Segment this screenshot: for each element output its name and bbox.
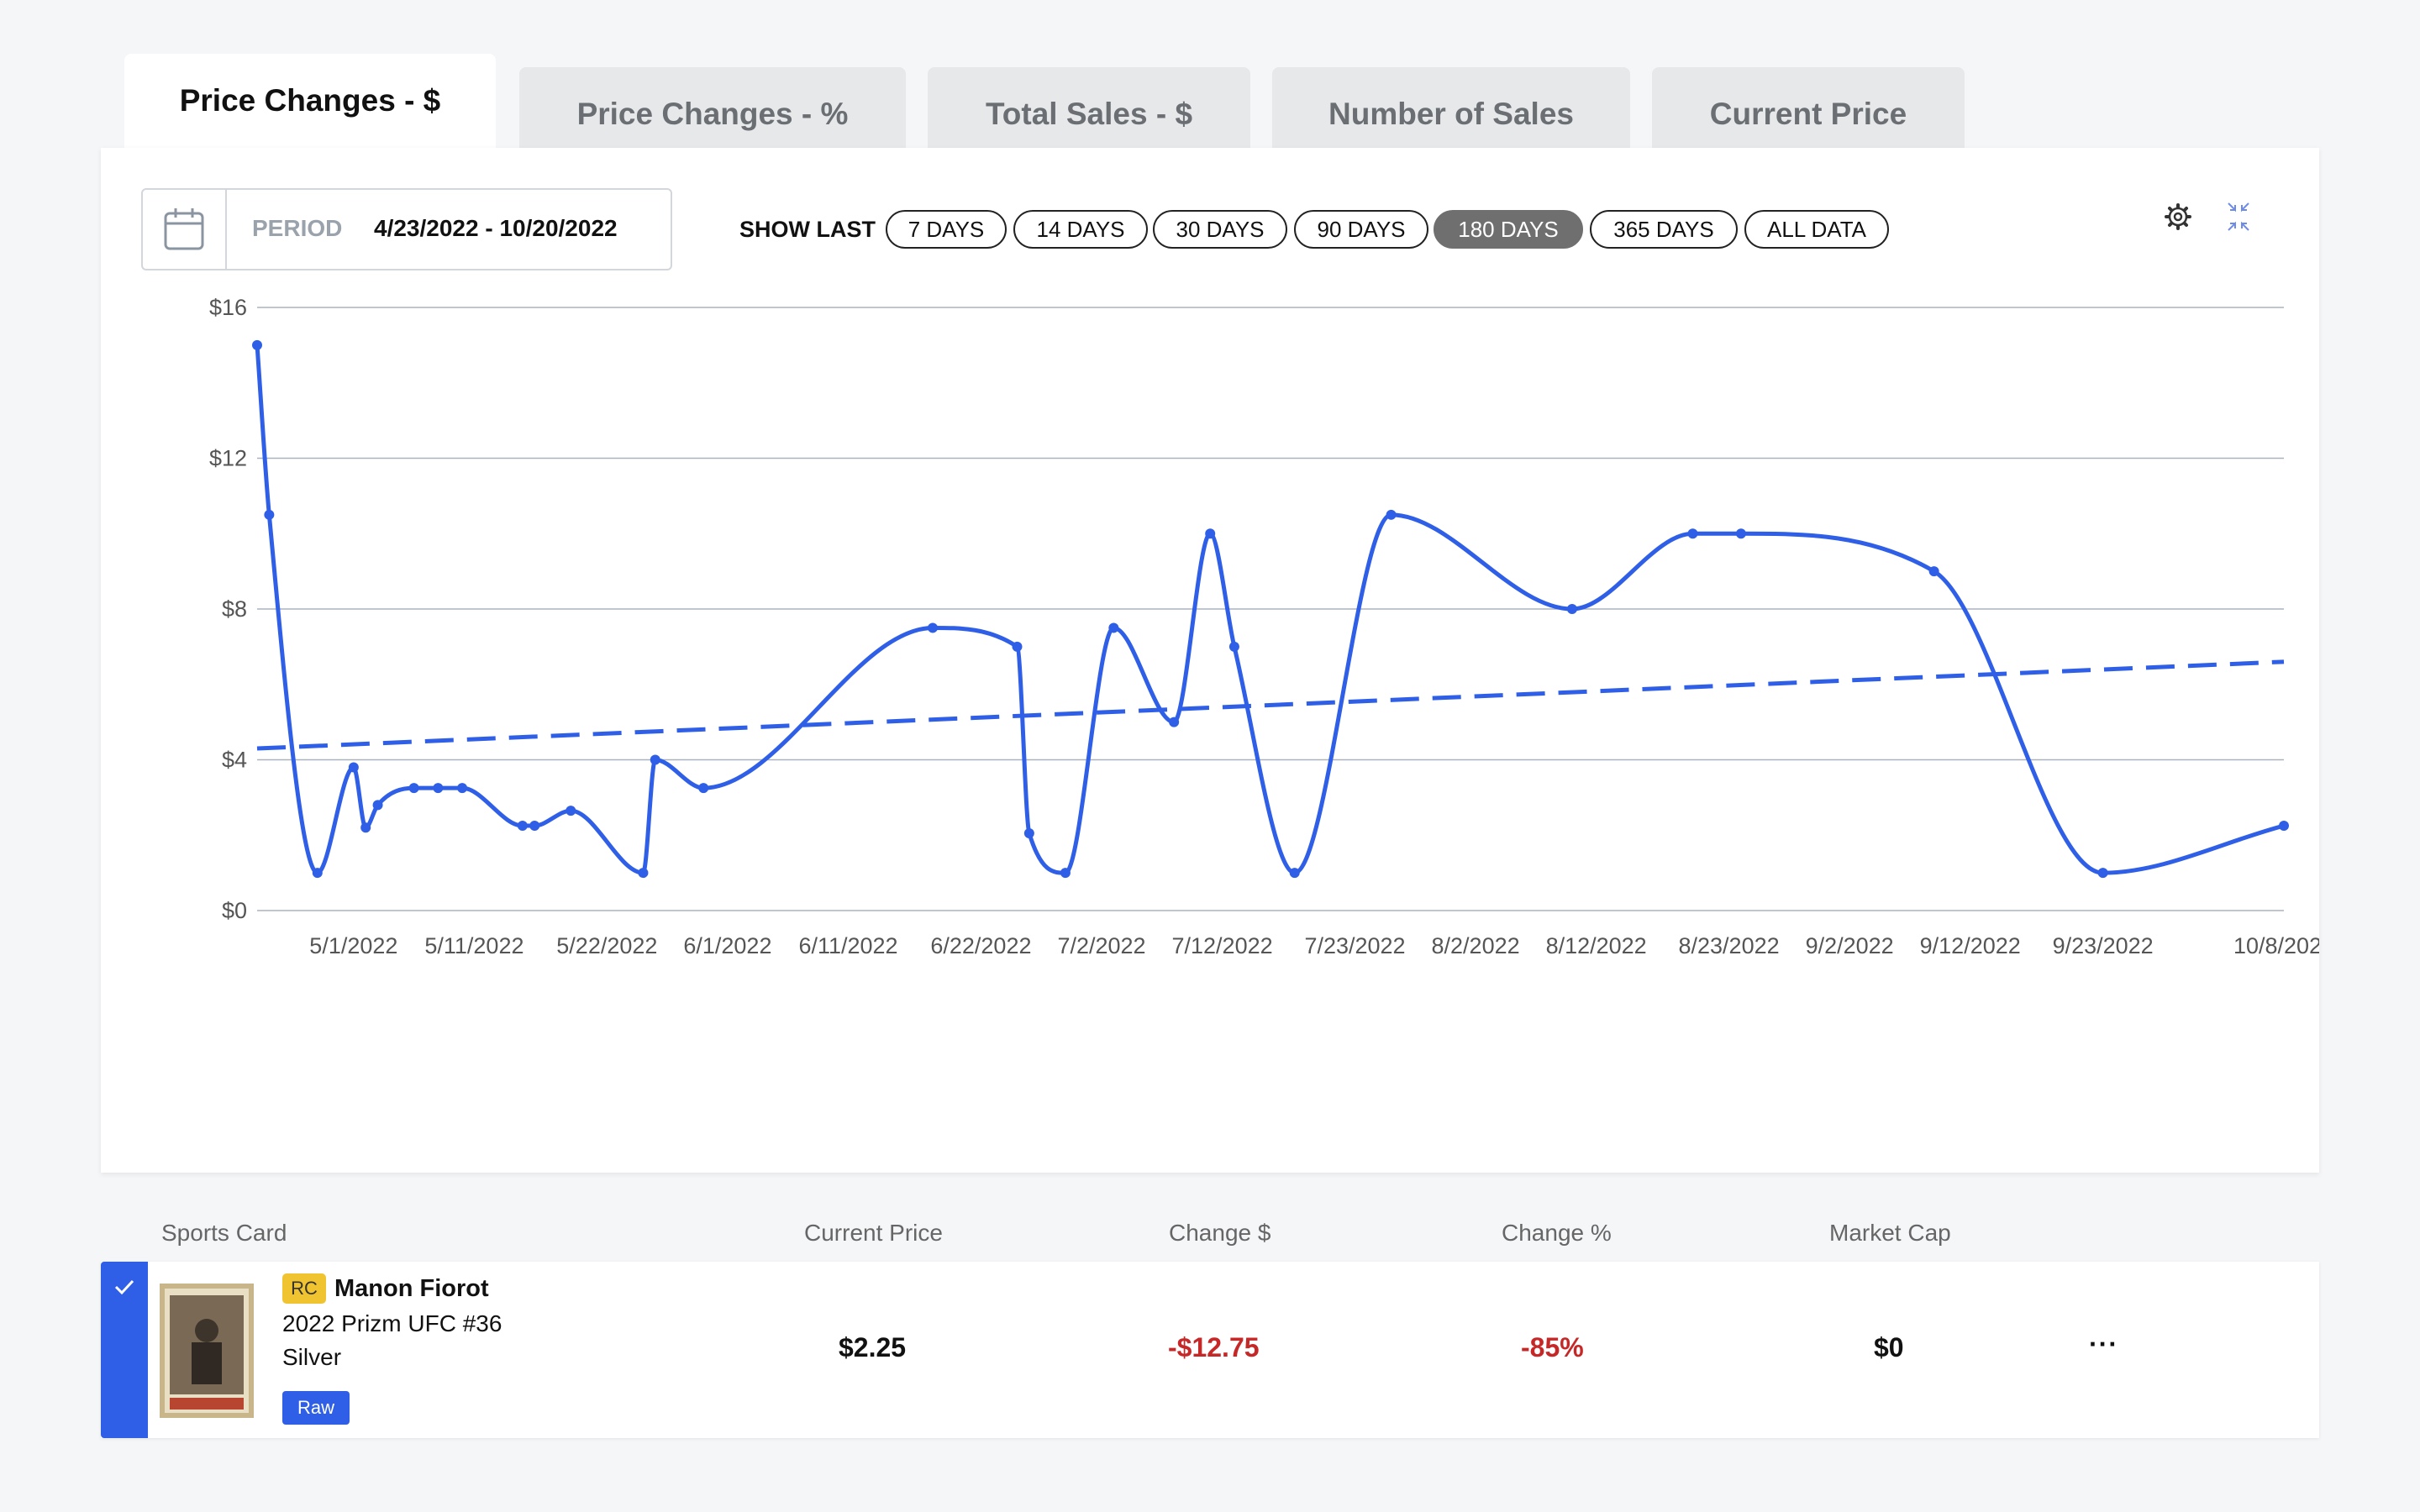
- data-point[interactable]: [408, 783, 419, 794]
- header-change-pct: Change %: [1502, 1220, 1612, 1246]
- data-point[interactable]: [928, 622, 938, 633]
- data-point[interactable]: [638, 868, 649, 879]
- data-point[interactable]: [457, 783, 468, 794]
- data-point[interactable]: [360, 822, 371, 833]
- data-point[interactable]: [1735, 528, 1746, 539]
- period-value: 4/23/2022 - 10/20/2022: [374, 215, 618, 241]
- y-tick-label: $0: [222, 898, 247, 923]
- x-tick-label: 9/23/2022: [2053, 933, 2154, 958]
- card-variant: Silver: [282, 1344, 342, 1370]
- x-tick-label: 7/2/2022: [1057, 933, 1145, 958]
- data-point[interactable]: [1108, 622, 1119, 633]
- data-point[interactable]: [698, 783, 709, 794]
- x-tick-label: 5/1/2022: [309, 933, 397, 958]
- data-point[interactable]: [372, 800, 383, 811]
- checkmark-icon: [114, 1279, 134, 1295]
- range-365-days[interactable]: 365 DAYS: [1590, 210, 1738, 249]
- data-point[interactable]: [566, 806, 576, 816]
- range-30-days[interactable]: 30 DAYS: [1153, 210, 1287, 249]
- data-point[interactable]: [1289, 868, 1300, 879]
- x-tick-label: 5/22/2022: [556, 933, 657, 958]
- tab-bar: Price Changes - $ Price Changes - % Tota…: [0, 0, 2420, 151]
- cell-change-pct: -85%: [1521, 1332, 1584, 1362]
- data-point[interactable]: [264, 509, 275, 520]
- x-tick-label: 6/22/2022: [930, 933, 1031, 958]
- data-point[interactable]: [1928, 566, 1939, 577]
- price-chart: $0 $4 $8 $12 $16 5/1/2022 5/11/2022 5/22/2022 6…: [209, 295, 2319, 958]
- table-row[interactable]: RC Manon Fiorot 2022 Prizm UFC #36 Silve…: [101, 1262, 2319, 1438]
- data-point[interactable]: [1205, 528, 1216, 539]
- data-point[interactable]: [252, 339, 262, 350]
- y-tick-label: $8: [222, 596, 247, 622]
- tab-total-sales[interactable]: Total Sales - $: [928, 67, 1250, 151]
- header-sports-card: Sports Card: [161, 1220, 287, 1246]
- data-point[interactable]: [348, 762, 359, 773]
- x-tick-label: 9/12/2022: [1920, 933, 2021, 958]
- data-point[interactable]: [312, 868, 323, 879]
- data-point[interactable]: [433, 783, 444, 794]
- data-point[interactable]: [1169, 717, 1180, 727]
- trendline: [256, 659, 2285, 751]
- y-axis: $0 $4 $8 $12 $16: [209, 295, 247, 923]
- tab-price-changes-usd[interactable]: Price Changes - $: [124, 54, 496, 151]
- data-point[interactable]: [1228, 641, 1239, 652]
- tab-number-of-sales[interactable]: Number of Sales: [1272, 67, 1630, 151]
- card-name[interactable]: Manon Fiorot: [334, 1275, 489, 1302]
- y-tick-label: $4: [222, 748, 247, 773]
- x-tick-label: 5/11/2022: [424, 933, 523, 958]
- header-market-cap: Market Cap: [1829, 1220, 1951, 1246]
- x-tick-label: 9/2/2022: [1806, 933, 1894, 958]
- cell-change-usd: -$12.75: [1168, 1332, 1260, 1362]
- data-point[interactable]: [2279, 821, 2289, 832]
- data-point[interactable]: [1012, 641, 1023, 652]
- range-14-days[interactable]: 14 DAYS: [1013, 210, 1148, 249]
- data-point[interactable]: [1060, 868, 1071, 879]
- range-all-data[interactable]: ALL DATA: [1744, 210, 1889, 249]
- tab-price-changes-pct[interactable]: Price Changes - %: [519, 67, 906, 151]
- y-tick-label: $12: [209, 446, 247, 471]
- gear-icon[interactable]: [2161, 200, 2195, 234]
- trendline-layer: [256, 659, 2285, 751]
- grade-badge: Raw: [282, 1391, 350, 1425]
- data-point[interactable]: [1023, 828, 1034, 839]
- show-last-label: SHOW LAST: [739, 217, 876, 242]
- x-tick-label: 6/1/2022: [683, 933, 771, 958]
- data-point[interactable]: [1386, 509, 1397, 520]
- calendar-icon[interactable]: [143, 190, 227, 269]
- x-tick-label: 7/23/2022: [1304, 933, 1405, 958]
- x-tick-label: 6/11/2022: [798, 933, 897, 958]
- series-points: [252, 339, 2289, 879]
- x-axis: 5/1/2022 5/11/2022 5/22/2022 6/1/2022 6/11/2…: [309, 933, 2319, 958]
- data-point[interactable]: [517, 821, 528, 832]
- data-point[interactable]: [650, 754, 660, 765]
- chart-grid: [257, 307, 2284, 911]
- period-label: PERIOD: [252, 215, 343, 241]
- data-point[interactable]: [2097, 868, 2108, 879]
- tab-current-price[interactable]: Current Price: [1652, 67, 1965, 151]
- header-change-usd: Change $: [1169, 1220, 1271, 1246]
- x-tick-label: 7/12/2022: [1172, 933, 1273, 958]
- cell-market-cap: $0: [1874, 1332, 1904, 1362]
- header-current-price: Current Price: [804, 1220, 943, 1246]
- y-tick-label: $16: [209, 295, 247, 320]
- period-picker[interactable]: PERIOD 4/23/2022 - 10/20/2022: [141, 188, 672, 270]
- cell-current-price: $2.25: [839, 1332, 907, 1362]
- card-thumbnail[interactable]: [160, 1284, 254, 1418]
- data-point[interactable]: [1687, 528, 1698, 539]
- more-options-button[interactable]: ···: [2089, 1329, 2118, 1359]
- x-tick-label: 10/8/2022: [2233, 933, 2319, 958]
- x-tick-label: 8/23/2022: [1679, 933, 1780, 958]
- row-select-checkbox[interactable]: [101, 1262, 148, 1438]
- card-set: 2022 Prizm UFC #36: [282, 1310, 502, 1336]
- range-90-days[interactable]: 90 DAYS: [1294, 210, 1428, 249]
- x-tick-label: 8/2/2022: [1432, 933, 1520, 958]
- x-tick-label: 8/12/2022: [1546, 933, 1647, 958]
- collapse-icon[interactable]: [2222, 200, 2255, 234]
- chart-card: PERIOD 4/23/2022 - 10/20/2022 SHOW LAST …: [101, 148, 2319, 1173]
- rc-badge: RC: [282, 1273, 326, 1304]
- range-7-days[interactable]: 7 DAYS: [886, 210, 1007, 249]
- data-point[interactable]: [529, 821, 540, 832]
- range-180-days[interactable]: 180 DAYS: [1434, 210, 1583, 249]
- data-point[interactable]: [1566, 604, 1577, 614]
